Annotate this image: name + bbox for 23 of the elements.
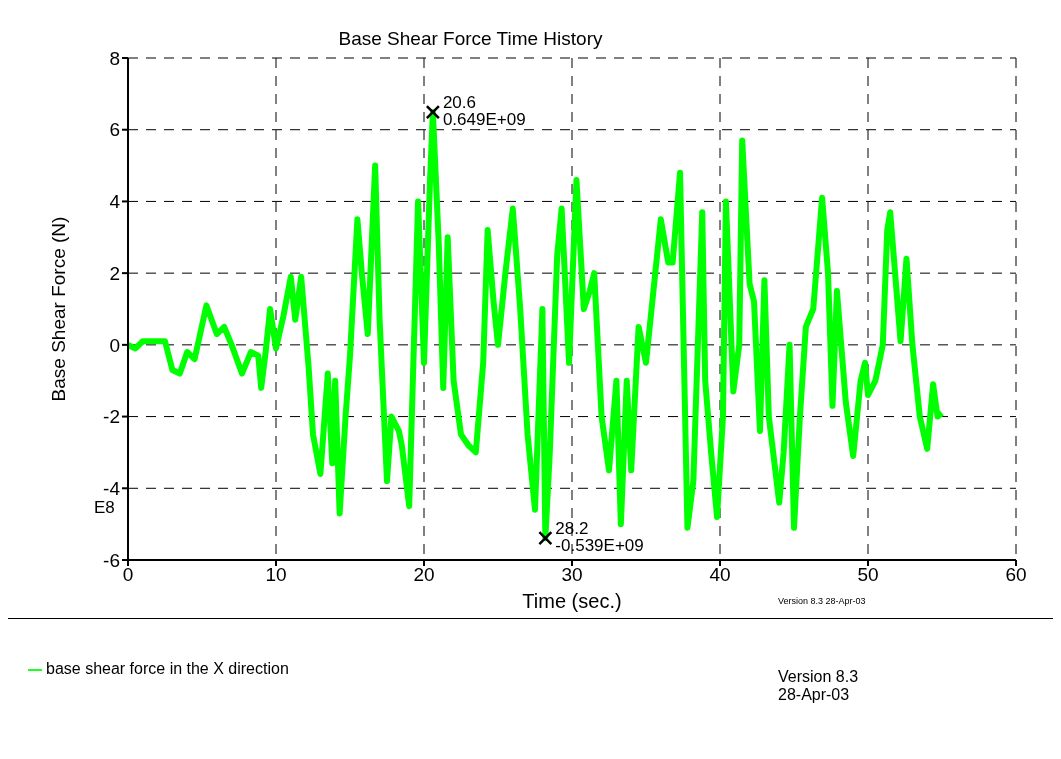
y-axis-title: Base Shear Force (N) <box>47 216 69 402</box>
chart-title: Base Shear Force Time History <box>338 28 603 49</box>
annotation: 28.2 -0.539E+09 <box>555 519 644 556</box>
text: E8 <box>94 498 115 518</box>
y-tick-label: -2 <box>103 406 120 428</box>
y-tick-label: 6 <box>109 119 120 141</box>
annotation: 20.6 0.649E+09 <box>442 93 526 130</box>
y-tick-label: 0 <box>109 334 120 356</box>
y-tick-label: 4 <box>109 191 121 213</box>
x-tick-label: 30 <box>561 564 583 586</box>
x-tick-label: 20 <box>413 564 435 586</box>
legend-label: base shear force in the X direction <box>46 660 289 677</box>
y-tick-label: -4 <box>103 478 121 500</box>
y-tick-label: -6 <box>103 549 120 571</box>
x-tick-label: 60 <box>1005 564 1027 586</box>
text: Version 8.3 28-Apr-03 <box>778 668 859 704</box>
text: Version 8.3 28-Apr-03 <box>778 596 866 606</box>
x-tick-label: 10 <box>265 564 287 586</box>
y-tick-label: 2 <box>109 262 120 284</box>
x-tick-label: 50 <box>857 564 879 586</box>
y-tick-label: 8 <box>109 47 120 69</box>
x-tick-label: 40 <box>709 564 731 586</box>
x-axis-title: Time (sec.) <box>522 590 622 612</box>
